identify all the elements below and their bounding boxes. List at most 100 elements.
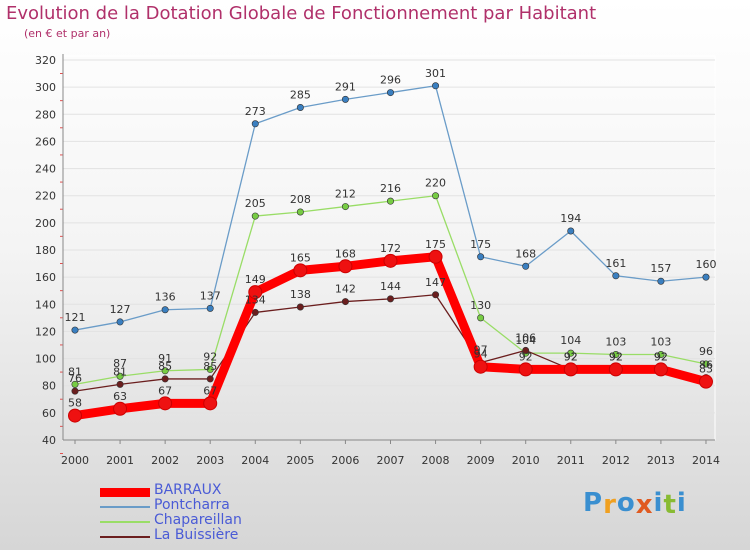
data-point-chapareillan <box>116 372 124 380</box>
chart-subtitle: (en € et par an) <box>24 27 111 40</box>
data-point-la-buissi-re <box>386 295 394 303</box>
y-tick-label: 240 <box>35 163 56 176</box>
data-point-barraux <box>203 396 218 411</box>
x-tick-label: 2003 <box>196 454 224 467</box>
data-label-barraux: 172 <box>380 242 401 255</box>
x-tick-label: 2013 <box>647 454 675 467</box>
x-tick-label: 2002 <box>151 454 179 467</box>
data-label-pontcharra: 127 <box>110 303 131 316</box>
data-point-pontcharra <box>206 304 214 312</box>
data-point-chapareillan <box>251 212 259 220</box>
logo-letter: P <box>583 488 604 518</box>
data-point-barraux <box>113 401 128 416</box>
data-label-barraux: 83 <box>699 363 713 376</box>
legend-swatch <box>100 521 150 523</box>
data-label-pontcharra: 301 <box>425 67 446 80</box>
y-tick-label: 120 <box>35 325 56 338</box>
data-label-la-buissi-re: 144 <box>380 280 401 293</box>
x-tick-label: 2014 <box>692 454 720 467</box>
data-label-pontcharra: 137 <box>200 289 221 302</box>
data-label-la-buissi-re: 86 <box>699 359 713 372</box>
data-point-pontcharra <box>522 262 530 270</box>
data-point-chapareillan <box>161 367 169 375</box>
y-tick-label: 60 <box>42 407 56 420</box>
data-label-barraux: 149 <box>245 273 266 286</box>
data-label-la-buissi-re: 85 <box>158 360 172 373</box>
data-point-chapareillan <box>206 365 214 373</box>
data-label-chapareillan: 103 <box>650 336 671 349</box>
data-point-la-buissi-re <box>206 375 214 383</box>
data-point-chapareillan <box>432 192 440 200</box>
data-point-pontcharra <box>116 318 124 326</box>
data-point-barraux <box>248 285 263 300</box>
data-point-la-buissi-re <box>116 380 124 388</box>
y-tick-label: 100 <box>35 353 56 366</box>
data-label-la-buissi-re: 85 <box>203 360 217 373</box>
data-label-la-buissi-re: 147 <box>425 276 446 289</box>
data-point-chapareillan <box>702 360 710 368</box>
data-point-chapareillan <box>477 314 485 322</box>
data-point-pontcharra <box>161 306 169 314</box>
data-point-chapareillan <box>567 349 575 357</box>
data-point-barraux <box>653 362 668 377</box>
data-point-barraux <box>563 362 578 377</box>
x-tick-label: 2004 <box>241 454 269 467</box>
data-label-chapareillan: 216 <box>380 182 401 195</box>
y-tick-label: 280 <box>35 108 56 121</box>
data-label-chapareillan: 103 <box>605 336 626 349</box>
legend-swatch <box>100 536 150 538</box>
x-tick-label: 2005 <box>286 454 314 467</box>
logo-letter: o <box>616 488 636 518</box>
x-tick-label: 2011 <box>557 454 585 467</box>
data-point-pontcharra <box>567 227 575 235</box>
data-label-pontcharra: 157 <box>650 262 671 275</box>
data-point-barraux <box>383 253 398 268</box>
data-label-chapareillan: 92 <box>203 350 217 363</box>
data-label-la-buissi-re: 134 <box>245 293 266 306</box>
data-label-barraux: 67 <box>158 384 172 397</box>
x-tick-label: 2012 <box>602 454 630 467</box>
data-label-chapareillan: 91 <box>158 352 172 365</box>
data-label-pontcharra: 285 <box>290 89 311 102</box>
data-label-pontcharra: 175 <box>470 238 491 251</box>
legend-label: BARRAUX <box>154 482 222 498</box>
x-tick-label: 2008 <box>422 454 450 467</box>
legend-swatch <box>100 488 150 497</box>
x-tick-label: 2010 <box>512 454 540 467</box>
data-point-la-buissi-re <box>251 308 259 316</box>
data-label-la-buissi-re: 138 <box>290 288 311 301</box>
x-tick-label: 2009 <box>467 454 495 467</box>
data-point-pontcharra <box>251 120 259 128</box>
data-point-barraux <box>293 263 308 278</box>
y-tick-label: 320 <box>35 54 56 67</box>
logo-letter: i <box>676 488 687 518</box>
data-point-barraux <box>68 408 82 423</box>
data-point-chapareillan <box>296 208 304 216</box>
chart-title: Evolution de la Dotation Globale de Fonc… <box>6 3 597 24</box>
data-label-la-buissi-re: 81 <box>113 365 127 378</box>
data-label-barraux: 92 <box>564 350 578 363</box>
data-point-barraux <box>338 259 353 274</box>
data-label-chapareillan: 208 <box>290 193 311 206</box>
x-tick-label: 2000 <box>61 454 89 467</box>
data-label-pontcharra: 121 <box>65 311 86 324</box>
data-label-la-buissi-re: 92 <box>654 350 668 363</box>
y-tick-label: 200 <box>35 217 56 230</box>
data-point-pontcharra <box>657 277 665 285</box>
data-point-la-buissi-re <box>71 387 79 395</box>
proxiti-logo: Proxiti <box>583 488 687 520</box>
data-label-chapareillan: 87 <box>113 357 127 370</box>
data-label-barraux: 92 <box>654 350 668 363</box>
y-tick-label: 180 <box>35 244 56 257</box>
logo-letter: t <box>663 490 677 520</box>
data-point-chapareillan <box>71 380 79 388</box>
data-point-la-buissi-re <box>522 346 530 354</box>
y-tick-label: 80 <box>42 380 56 393</box>
data-label-pontcharra: 136 <box>155 291 176 304</box>
x-tick-label: 2001 <box>106 454 134 467</box>
data-point-pontcharra <box>296 104 304 112</box>
data-label-la-buissi-re: 76 <box>68 372 82 385</box>
legend-label: La Buissière <box>154 527 239 543</box>
